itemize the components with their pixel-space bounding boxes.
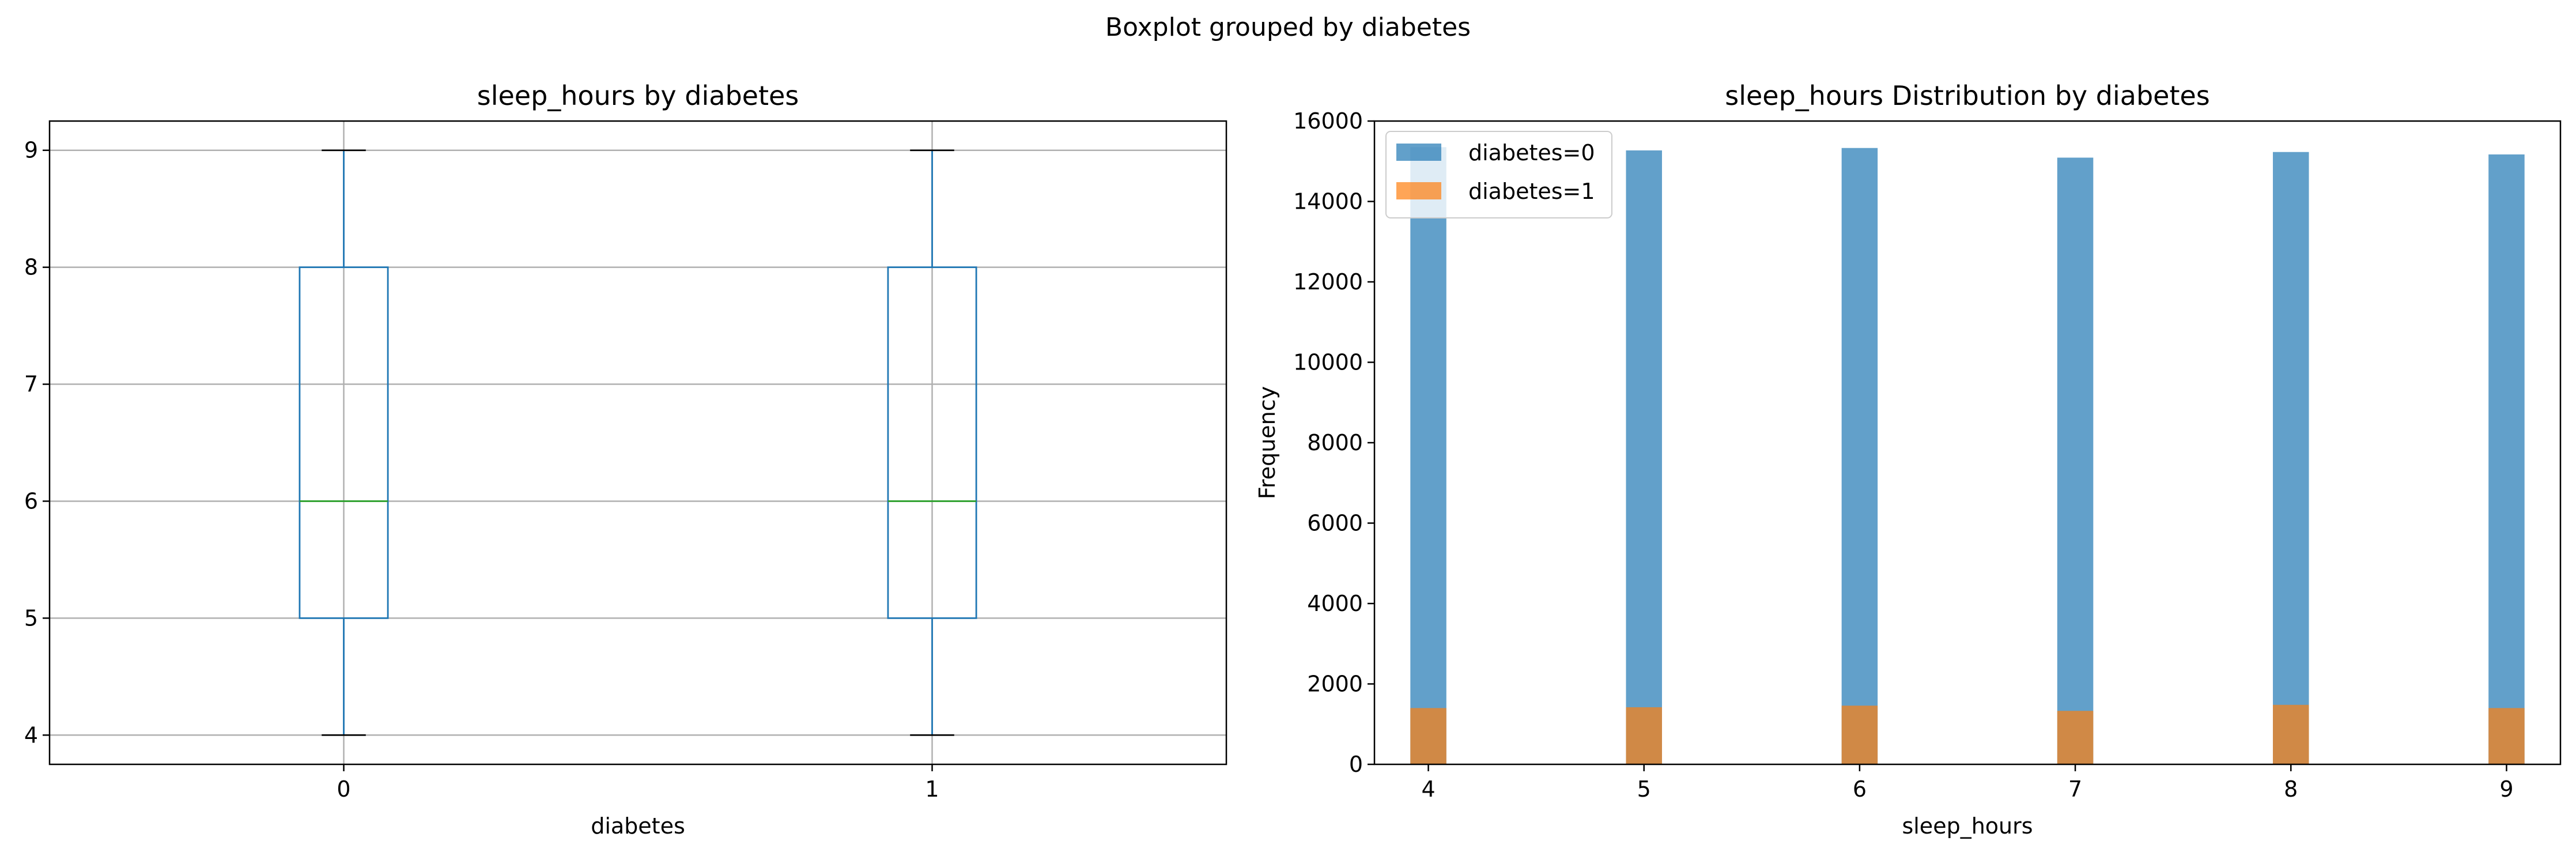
histogram-y-tick-label: 16000 <box>1293 108 1363 134</box>
histogram-x-tick-label: 4 <box>1421 776 1435 802</box>
histogram-bar <box>2057 711 2094 764</box>
boxplot-x-tick-label: 0 <box>337 776 350 802</box>
legend-swatch-diabetes1 <box>1396 182 1441 199</box>
histogram-y-tick-label: 12000 <box>1293 269 1363 295</box>
histogram-bar <box>1841 148 1878 764</box>
histogram-x-tick-label: 7 <box>2068 776 2082 802</box>
histogram-bar <box>1410 708 1446 764</box>
boxplot-y-tick-label: 4 <box>24 722 38 748</box>
boxplot-y-tick-label: 8 <box>24 255 38 280</box>
boxplot-title: sleep_hours by diabetes <box>477 80 799 111</box>
boxplot-box-group <box>887 149 977 736</box>
boxplot-x-tick-label: 1 <box>925 776 939 802</box>
histogram-axes-frame <box>1373 120 2562 766</box>
boxplot-box <box>299 266 389 619</box>
histogram-y-label: Frequency <box>1255 386 1280 499</box>
histogram-bar <box>2273 152 2309 764</box>
histogram-y-tick-label: 2000 <box>1307 672 1363 697</box>
boxplot-y-tick-label: 9 <box>24 138 38 163</box>
boxplot-y-tick-label: 7 <box>24 372 38 397</box>
histogram-title: sleep_hours Distribution by diabetes <box>1725 80 2210 111</box>
histogram-y-tick-label: 10000 <box>1293 350 1363 375</box>
histogram-bar <box>2488 708 2525 764</box>
histogram-x-tick-label: 5 <box>1637 776 1651 802</box>
legend-label-diabetes1: diabetes=1 <box>1468 179 1595 204</box>
boxplot-x-label: diabetes <box>591 813 685 839</box>
histogram-legend: diabetes=0 diabetes=1 <box>1385 131 1612 218</box>
histogram-x-tick-label: 9 <box>2499 776 2513 802</box>
histogram-x-label: sleep_hours <box>1902 813 2033 839</box>
histogram-bar <box>2273 704 2309 764</box>
histogram-series-diabetes0 <box>1410 147 2525 765</box>
histogram-panel: 0 2000 4000 6000 8000 10000 12000 14000 16000 4 5… <box>1255 80 2562 839</box>
histogram-bars <box>1410 147 2525 765</box>
histogram-y-tick-label: 0 <box>1349 752 1363 777</box>
histogram-x-ticks: 4 5 6 7 8 9 <box>1421 764 2514 802</box>
histogram-bar <box>2057 157 2094 764</box>
histogram-y-tick-label: 4000 <box>1307 591 1363 616</box>
histogram-bar <box>2488 154 2525 765</box>
histogram-x-tick-label: 8 <box>2284 776 2298 802</box>
histogram-x-tick-label: 6 <box>1853 776 1867 802</box>
legend-label-diabetes0: diabetes=0 <box>1468 140 1595 165</box>
legend-swatch-diabetes0 <box>1396 144 1441 161</box>
legend-frame <box>1385 131 1612 218</box>
boxplot-axes-frame <box>48 120 1227 766</box>
boxplot-y-ticks: 4 5 6 7 8 9 <box>24 138 50 748</box>
boxplot-gridlines <box>50 121 1226 764</box>
histogram-series-diabetes1 <box>1410 704 2525 764</box>
histogram-bar <box>1626 150 1662 765</box>
histogram-bar <box>1841 706 1878 764</box>
histogram-y-ticks: 0 2000 4000 6000 8000 10000 12000 14000 16000 <box>1293 108 1374 777</box>
histogram-y-tick-label: 6000 <box>1307 511 1363 536</box>
histogram-bar <box>1410 147 1446 764</box>
histogram-y-tick-label: 8000 <box>1307 430 1363 455</box>
histogram-bar <box>1626 707 1662 764</box>
figure-suptitle: Boxplot grouped by diabetes <box>1105 13 1471 42</box>
boxplot-boxes <box>299 149 977 736</box>
histogram-y-tick-label: 14000 <box>1293 189 1363 214</box>
boxplot-y-tick-label: 6 <box>24 488 38 514</box>
boxplot-y-tick-label: 5 <box>24 605 38 631</box>
boxplot-box <box>887 266 977 619</box>
boxplot-box-group <box>299 149 389 736</box>
